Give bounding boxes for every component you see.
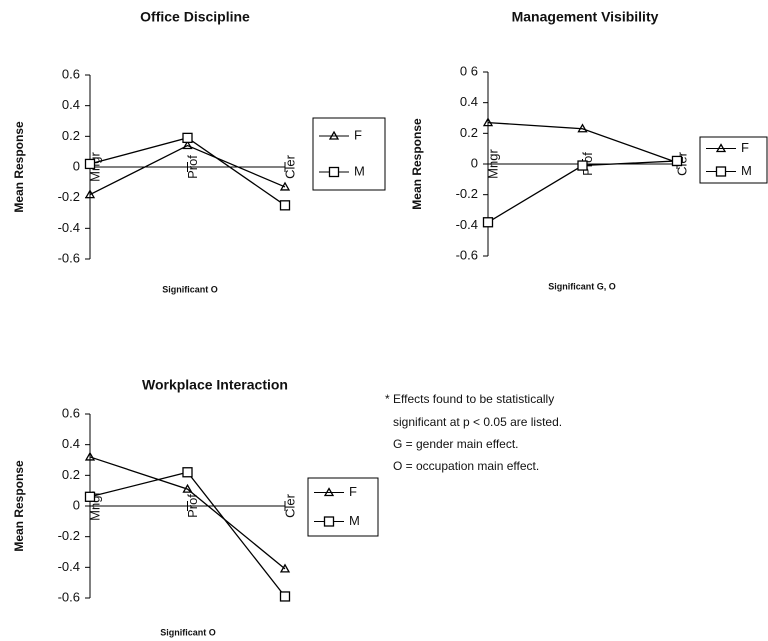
x-tick-label: Mngr	[485, 149, 500, 179]
square-marker	[84, 491, 96, 502]
note-line: * Effects found to be statistically	[385, 392, 554, 406]
triangle-marker	[279, 181, 291, 191]
note-line: G = gender main effect.	[393, 437, 519, 451]
square-marker	[328, 166, 340, 178]
triangle-marker	[577, 123, 588, 133]
series-line	[89, 456, 286, 570]
legend-box	[312, 117, 386, 191]
triangle-marker	[279, 563, 291, 573]
triangle-marker	[328, 130, 340, 140]
y-tick-label: -0.6	[58, 250, 80, 265]
legend-label: F	[354, 127, 362, 142]
y-tick-label: 0.4	[62, 436, 80, 451]
legend-box	[307, 477, 379, 537]
y-tick-label: -0.4	[58, 220, 80, 235]
y-axis-label: Mean Response	[410, 118, 424, 210]
y-tick-label: 0.4	[460, 94, 478, 109]
note-line: significant at p < 0.05 are listed.	[393, 415, 562, 429]
triangle-marker	[84, 451, 96, 461]
legend-label: M	[349, 513, 360, 528]
y-tick-label: 0	[73, 497, 80, 512]
y-tick-label: -0.2	[456, 186, 478, 201]
series-line	[89, 144, 286, 196]
square-marker	[84, 158, 96, 170]
triangle-marker	[84, 189, 96, 199]
y-tick-label: -0.2	[58, 189, 80, 204]
subtitle: Significant G, O	[548, 281, 616, 291]
y-tick-label: 0.2	[460, 125, 478, 140]
y-tick-label: -0.4	[456, 217, 478, 232]
square-marker	[279, 200, 291, 211]
y-tick-label: 0.2	[62, 128, 80, 143]
y-tick-label: -0.6	[58, 589, 80, 604]
square-marker	[577, 160, 588, 171]
y-tick-label: 0	[471, 155, 478, 170]
chart-title: Workplace Interaction	[142, 377, 288, 393]
note-line: O = occupation main effect.	[393, 459, 539, 473]
chart-title: Office Discipline	[140, 9, 250, 25]
triangle-marker	[482, 117, 494, 127]
y-tick-label: 0.2	[62, 467, 80, 482]
square-marker	[323, 516, 335, 527]
triangle-marker	[323, 487, 335, 497]
y-tick-label: 0.6	[62, 405, 80, 420]
x-tick-label: Cler	[282, 493, 297, 518]
y-tick-label: 0 6	[460, 63, 478, 78]
y-axis-label: Mean Response	[12, 121, 26, 213]
y-tick-label: 0.6	[62, 66, 80, 81]
triangle-marker	[182, 140, 193, 150]
y-axis-label: Mean Response	[12, 460, 26, 552]
triangle-marker	[182, 483, 193, 493]
square-marker	[715, 166, 727, 177]
chart-title: Management Visibility	[512, 9, 659, 25]
y-tick-label: -0.2	[58, 528, 80, 543]
triangle-marker	[715, 143, 727, 153]
subtitle: Significant O	[162, 284, 218, 294]
square-marker	[482, 217, 494, 228]
y-tick-label: -0.4	[58, 559, 80, 574]
series-line	[89, 471, 286, 597]
square-marker	[182, 132, 193, 144]
square-marker	[182, 467, 193, 478]
legend-label: M	[354, 163, 365, 178]
y-tick-label: 0.4	[62, 97, 80, 112]
y-tick-label: 0	[73, 158, 80, 173]
subtitle: Significant O	[160, 627, 216, 637]
legend-box	[699, 136, 768, 184]
x-tick-label: Prof	[185, 155, 200, 179]
y-tick-label: -0.6	[456, 247, 478, 262]
series-line	[487, 121, 678, 164]
x-tick-label: Prof	[185, 494, 200, 518]
square-marker	[671, 155, 683, 167]
legend-label: M	[741, 163, 752, 178]
legend-label: F	[349, 484, 357, 499]
square-marker	[279, 591, 291, 602]
legend-label: F	[741, 140, 749, 155]
x-tick-label: Cler	[282, 154, 297, 179]
